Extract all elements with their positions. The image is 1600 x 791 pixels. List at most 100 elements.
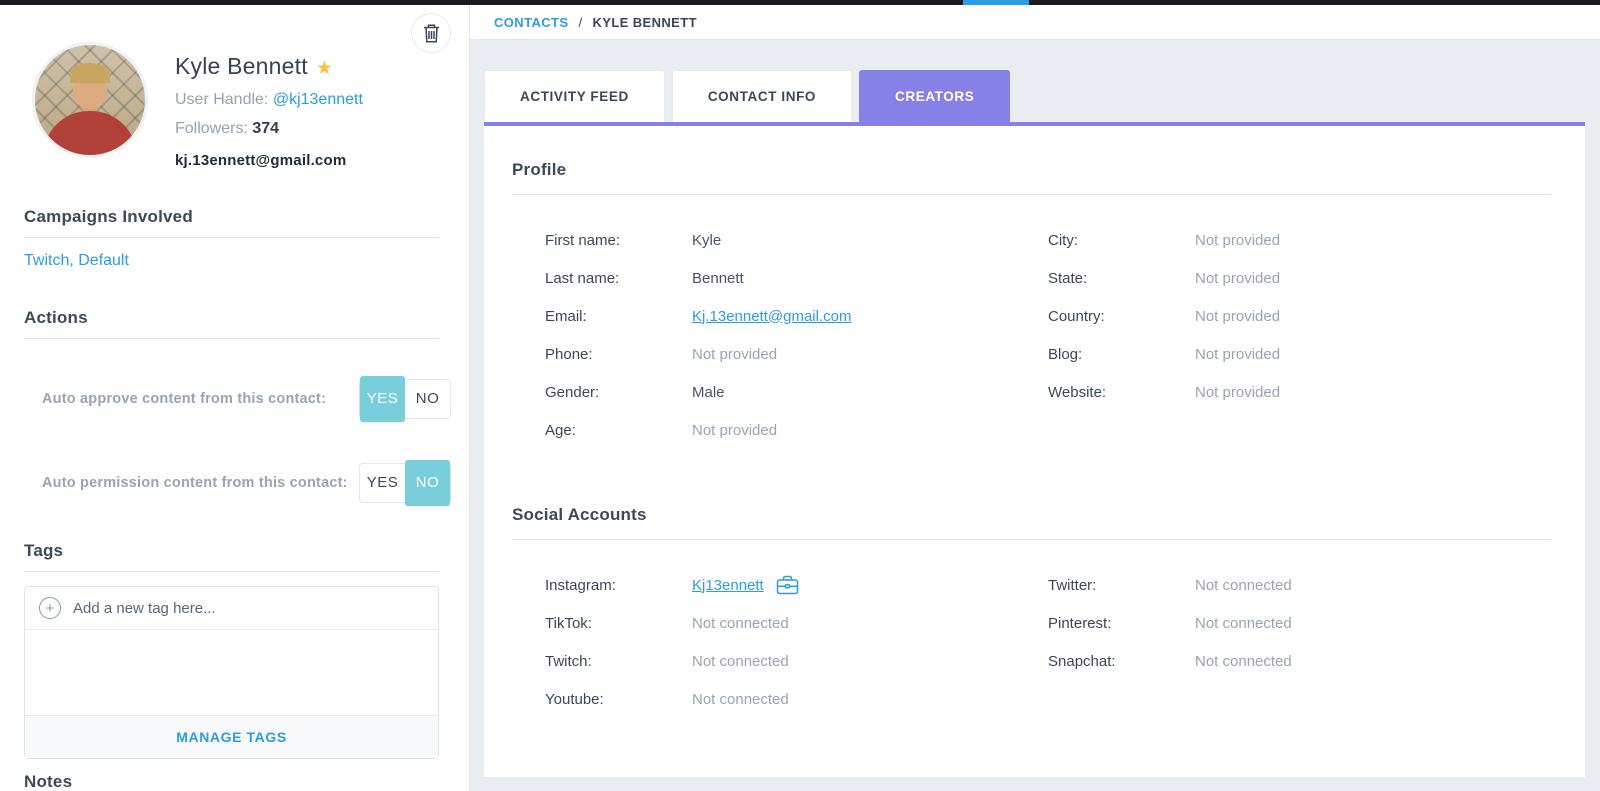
field-label: Last name: [545,269,620,287]
campaign-link-default[interactable]: Default [78,252,129,269]
avatar [35,45,145,155]
contact-email: kj.13ennett@gmail.com [175,152,347,169]
auto-permission-toggle: YES NO [359,460,451,506]
field-label: Blog: [1048,345,1083,363]
field-value: Not provided [1195,307,1281,325]
followers-count: 374 [252,120,280,137]
auto-permission-label: Auto permission content from this contac… [42,475,348,491]
tags-empty-area [25,630,438,715]
breadcrumb-contacts-link[interactable]: CONTACTS [494,14,569,30]
actions-title: Actions [24,308,88,327]
followers-label: Followers: [175,120,248,137]
divider [24,571,439,572]
field-row: Twitter: Not connected [1048,566,1551,604]
divider [24,338,439,339]
field-label: Age: [545,421,576,439]
field-label: State: [1048,269,1088,287]
tab-contact-info[interactable]: CONTACT INFO [671,70,853,122]
social-accounts-section: Social Accounts Instagram: Kj13ennett TikT… [512,505,1551,718]
field-value-link[interactable]: Kj13ennett [692,576,764,594]
add-tag-input[interactable] [73,599,424,617]
field-value: Male [692,383,725,401]
social-fields: Instagram: Kj13ennett TikTok: Not connected… [512,540,1551,718]
briefcase-icon[interactable] [764,575,799,595]
tab-creators[interactable]: CREATORS [859,70,1011,122]
campaign-links: Twitch, Default [24,252,439,270]
auto-approve-yes-button[interactable]: YES [360,376,405,422]
field-label: Gender: [545,383,600,401]
field-label: Instagram: [545,576,616,594]
field-value-link[interactable]: Kj.13ennett@gmail.com [692,307,852,325]
field-label: City: [1048,231,1078,249]
tab-activity-feed[interactable]: ACTIVITY FEED [484,70,665,122]
breadcrumb-separator: / [578,14,583,30]
star-icon[interactable]: ★ [315,58,333,79]
field-value: Not provided [1195,345,1281,363]
field-label: Country: [1048,307,1105,325]
profile-fields-right: City: Not provided State: Not provided Count… [1048,221,1551,449]
notes-title: Notes [24,772,73,791]
profile-section: Profile First name: Kyle Last name: Bennett… [512,160,1551,449]
field-label: Twitter: [1048,576,1097,594]
followers-row: Followers: 374 [175,120,363,138]
auto-approve-label: Auto approve content from this contact: [42,391,327,407]
manage-tags-button[interactable]: MANAGE TAGS [25,715,438,758]
delete-contact-button[interactable] [411,13,451,53]
field-row: Website: Not provided [1048,373,1551,411]
field-value: Not provided [692,421,778,439]
topbar-active-indicator [963,0,1029,5]
field-row: State: Not provided [1048,259,1551,297]
auto-approve-row: Auto approve content from this contact: … [24,376,451,422]
campaign-separator: , [69,252,79,269]
divider [512,539,1551,540]
add-tag-row: + [25,587,438,630]
field-row: City: Not provided [1048,221,1551,259]
field-row: Pinterest: Not connected [1048,604,1551,642]
breadcrumb: CONTACTS / KYLE BENNETT [470,0,1600,40]
campaign-link-twitch[interactable]: Twitch [24,252,70,269]
field-row: First name: Kyle [545,221,1048,259]
auto-permission-no-button[interactable]: NO [405,460,450,506]
field-row: Youtube: Not connected [545,680,1048,718]
auto-permission-row: Auto permission content from this contac… [24,460,451,506]
campaigns-section: Campaigns Involved Twitch, Default [24,207,439,270]
browser-top-strip [0,0,1600,5]
field-value: Not connected [1195,576,1292,594]
field-label: TikTok: [545,614,592,632]
user-handle-link[interactable]: @kj13ennett [272,91,363,108]
auto-approve-no-button[interactable]: NO [415,390,440,407]
plus-icon[interactable]: + [39,597,61,619]
field-value: Not connected [1195,652,1292,670]
trash-icon [422,23,441,44]
profile-card: Kyle Bennett ★ User Handle: @kj13ennett F… [24,45,439,169]
divider [24,237,439,238]
field-label: Phone: [545,345,593,363]
field-label: Website: [1048,383,1107,401]
breadcrumb-current: KYLE BENNETT [592,14,697,30]
user-handle-row: User Handle: @kj13ennett [175,91,363,109]
field-row: Blog: Not provided [1048,335,1551,373]
social-fields-right: Twitter: Not connected Pinterest: Not conne… [1048,566,1551,718]
auto-permission-yes-button[interactable]: YES [366,474,399,491]
creators-panel: Profile First name: Kyle Last name: Bennett… [484,122,1585,777]
field-value: Not connected [692,690,789,708]
field-value: Bennett [692,269,744,287]
tab-bar: ACTIVITY FEED CONTACT INFO CREATORS [484,70,1600,122]
field-row: Instagram: Kj13ennett [545,566,1048,604]
field-value: Kj.13ennett@gmail.com [692,308,851,325]
field-label: Twitch: [545,652,592,670]
field-value: Not provided [692,345,778,363]
field-value: Not provided [1195,269,1281,287]
field-row: Snapchat: Not connected [1048,642,1551,680]
field-value: Not provided [1195,383,1281,401]
field-row: TikTok: Not connected [545,604,1048,642]
profile-fields: First name: Kyle Last name: Bennett Email: Kj… [512,195,1551,449]
field-value: Not connected [692,614,789,632]
avatar-hair [70,63,110,83]
field-label: Pinterest: [1048,614,1112,632]
field-value: Not connected [1195,614,1292,632]
tags-box: + MANAGE TAGS [24,586,439,759]
field-value: Not connected [692,652,789,670]
social-section-title: Social Accounts [512,505,647,524]
